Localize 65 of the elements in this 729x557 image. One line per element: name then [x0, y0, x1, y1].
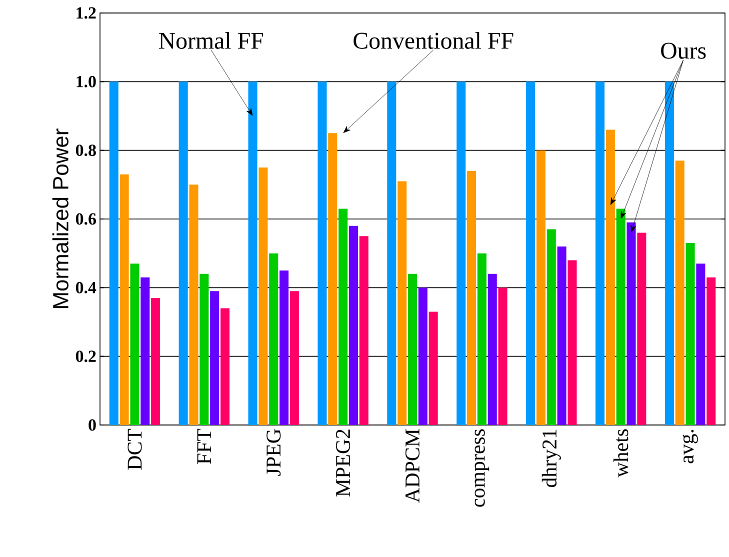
bar: [338, 208, 348, 425]
x-tick-label: compress: [474, 429, 490, 507]
bar: [626, 222, 636, 425]
bar: [488, 274, 497, 425]
bar: [526, 82, 536, 425]
bar: [387, 82, 396, 425]
bar: [280, 270, 289, 425]
bar: [467, 170, 476, 425]
y-tick-label: 0.2: [76, 350, 96, 362]
bar: [595, 82, 605, 425]
bar: [220, 308, 230, 425]
bar: [616, 208, 626, 425]
bar: [686, 243, 695, 425]
annotation: Normal FF: [158, 32, 264, 49]
bar: [210, 291, 220, 425]
bar: [637, 232, 646, 425]
bar: [477, 253, 486, 425]
bar: [109, 82, 118, 425]
bar: [536, 150, 546, 425]
bar: [248, 82, 258, 425]
bar: [290, 291, 299, 425]
bar: [200, 274, 209, 425]
annotation: Ours: [661, 42, 706, 59]
y-tick-label: 0.6: [76, 213, 96, 225]
y-tick-label: 1.2: [76, 7, 96, 19]
bar: [606, 130, 615, 425]
y-tick-label: 1.0: [76, 76, 96, 88]
bar: [557, 246, 566, 425]
bar: [408, 274, 418, 425]
y-tick-label: 0.4: [76, 282, 96, 294]
bar: [140, 277, 150, 425]
bar: [348, 226, 358, 425]
x-tick-label: whets: [613, 429, 628, 478]
bar: [398, 181, 407, 425]
y-tick-label: 0: [88, 419, 96, 431]
bar: [189, 184, 198, 425]
bar: [120, 174, 129, 425]
y-tick-label: 0.8: [76, 144, 96, 156]
bar: [130, 264, 140, 425]
bar: [664, 82, 674, 425]
bar: [706, 277, 716, 425]
bar: [568, 260, 577, 425]
bar: [546, 229, 556, 425]
x-tick-label: dhry21: [542, 430, 561, 488]
x-tick-label: avg.: [682, 430, 698, 464]
bar: [675, 160, 684, 425]
bar: [359, 236, 368, 425]
annotation: Conventional FF: [354, 32, 514, 49]
x-tick-label: MPEG2: [336, 430, 350, 496]
x-tick-label: ADPCM: [405, 429, 420, 503]
bar: [269, 253, 278, 425]
bar: [318, 82, 327, 425]
bar: [696, 264, 706, 425]
bar: [258, 167, 268, 425]
y-axis-title: Mormalized Power: [52, 128, 68, 308]
x-tick-label: FFT: [197, 428, 212, 464]
bar: [178, 82, 188, 425]
bar: [151, 298, 160, 425]
bar: [418, 288, 428, 425]
bar: [456, 82, 466, 425]
x-tick-label: JPEG: [266, 429, 281, 476]
x-tick-label: DCT: [128, 428, 142, 470]
bar: [428, 312, 438, 425]
bar: [498, 288, 508, 425]
bar: [328, 133, 338, 425]
